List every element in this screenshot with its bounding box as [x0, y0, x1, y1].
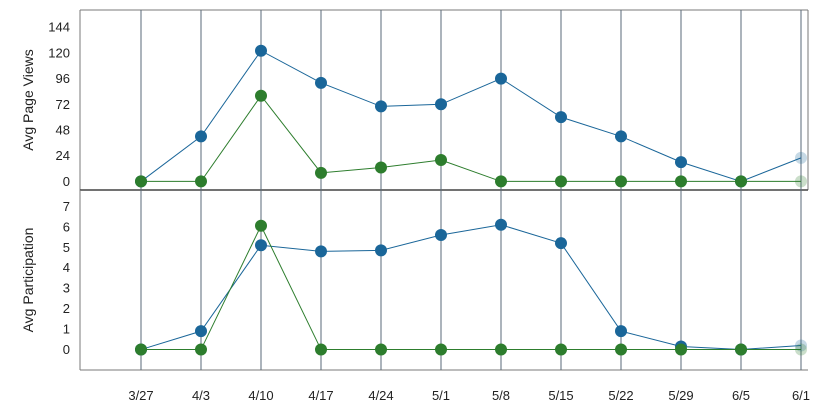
- panel-bottom-frame: [79, 190, 808, 371]
- x-tick-label: 3/27: [128, 388, 153, 403]
- data-point[interactable]: [255, 219, 267, 232]
- data-point[interactable]: [435, 229, 447, 241]
- data-point[interactable]: [615, 343, 627, 356]
- x-tick-label: 5/8: [492, 388, 510, 403]
- x-tick-label: 4/24: [368, 388, 393, 403]
- data-point[interactable]: [195, 325, 207, 338]
- x-tick-label: 6/5: [732, 388, 750, 403]
- vertical-gridlines: [140, 10, 802, 370]
- series-line: [141, 224, 801, 351]
- x-tick-label: 4/10: [248, 388, 273, 403]
- y-tick-label: 72: [56, 97, 70, 112]
- series-green: [135, 219, 807, 356]
- y-tick-label: 144: [48, 20, 70, 35]
- y-axis-label-page-views: Avg Page Views: [20, 49, 36, 150]
- x-tick-label: 5/22: [608, 388, 633, 403]
- y-tick-label: 6: [63, 219, 70, 234]
- data-point[interactable]: [495, 72, 507, 85]
- x-tick-label: 4/17: [308, 388, 333, 403]
- y-tick-label: 7: [63, 199, 70, 214]
- y-tick-label: 120: [48, 45, 70, 60]
- data-point[interactable]: [675, 156, 687, 169]
- data-point[interactable]: [375, 161, 387, 174]
- x-tick-label: 6/1: [792, 388, 810, 403]
- y-axis-label-participation: Avg Participation: [20, 228, 36, 333]
- y-tick-label: 24: [56, 148, 70, 163]
- series-line: [141, 94, 801, 182]
- data-point[interactable]: [315, 76, 327, 89]
- data-point[interactable]: [315, 343, 327, 356]
- panel-2: 0 1 2 3 4 5 6 7: [63, 199, 807, 357]
- data-point[interactable]: [735, 175, 747, 188]
- data-point[interactable]: [255, 44, 267, 57]
- y-tick-label: 4: [63, 260, 70, 275]
- data-point[interactable]: [375, 343, 387, 356]
- data-point[interactable]: [375, 100, 387, 113]
- x-tick-label: 5/15: [548, 388, 573, 403]
- data-point[interactable]: [315, 245, 327, 258]
- data-point[interactable]: [375, 244, 387, 257]
- y-tick-label: 1: [63, 322, 70, 337]
- series-green: [135, 89, 807, 188]
- data-point[interactable]: [675, 343, 687, 356]
- y-tick-label: 2: [63, 301, 70, 316]
- data-point[interactable]: [255, 239, 267, 252]
- data-point[interactable]: [795, 339, 807, 352]
- data-point[interactable]: [555, 237, 567, 250]
- data-point[interactable]: [735, 343, 747, 356]
- y-tick-label: 0: [63, 342, 70, 357]
- data-point[interactable]: [615, 325, 627, 338]
- data-point[interactable]: [795, 151, 807, 164]
- data-point[interactable]: [315, 166, 327, 179]
- data-point[interactable]: [195, 130, 207, 143]
- series-blue: [135, 218, 807, 356]
- series-blue: [135, 44, 807, 188]
- data-point[interactable]: [555, 343, 567, 356]
- data-point[interactable]: [555, 175, 567, 188]
- y-tick-label: 48: [56, 123, 70, 138]
- data-point[interactable]: [795, 343, 807, 356]
- data-point[interactable]: [495, 343, 507, 356]
- data-point[interactable]: [495, 175, 507, 188]
- y-tick-label: 96: [56, 71, 70, 86]
- data-point[interactable]: [795, 175, 807, 188]
- x-axis-tick-labels: 3/27 4/3 4/10 4/17 4/24 5/1 5/8 5/15 5/22 5/29 6/5…: [128, 388, 810, 403]
- series-line: [140, 50, 802, 182]
- y-tick-label: 3: [63, 281, 70, 296]
- data-point[interactable]: [135, 343, 147, 356]
- x-tick-label: 5/29: [668, 388, 693, 403]
- data-point[interactable]: [495, 218, 507, 231]
- x-tick-label: 5/1: [432, 388, 450, 403]
- panel-1: 0 24 48 72 96 120 144: [48, 20, 807, 189]
- data-point[interactable]: [255, 89, 267, 102]
- data-point[interactable]: [135, 175, 147, 188]
- y-tick-label: 0: [63, 174, 70, 189]
- data-point[interactable]: [675, 175, 687, 188]
- y-tick-label: 5: [63, 240, 70, 255]
- x-tick-label: 4/3: [192, 388, 210, 403]
- data-point[interactable]: [435, 98, 447, 111]
- data-point[interactable]: [555, 111, 567, 124]
- data-point[interactable]: [435, 154, 447, 166]
- data-point[interactable]: [195, 343, 207, 356]
- series-line: [140, 224, 802, 351]
- data-point[interactable]: [195, 175, 207, 188]
- data-point[interactable]: [615, 175, 627, 188]
- data-point[interactable]: [435, 343, 447, 356]
- data-point[interactable]: [615, 130, 627, 143]
